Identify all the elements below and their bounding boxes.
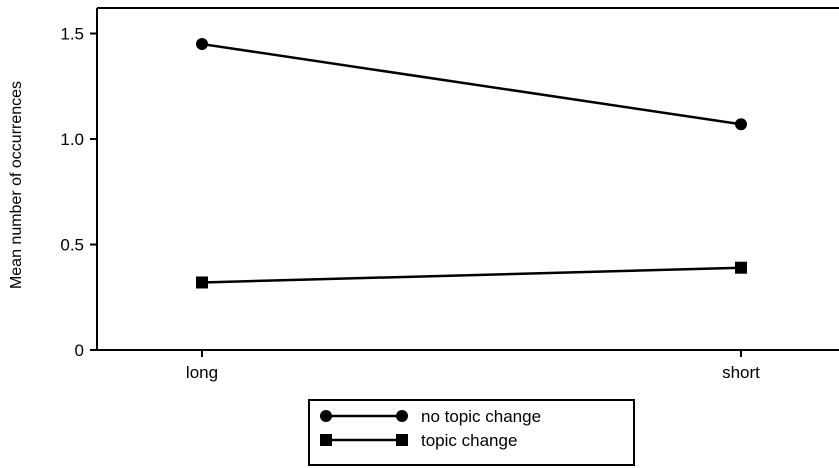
x-tick-label: long — [186, 363, 218, 382]
y-tick-label: 0.5 — [60, 236, 84, 255]
legend-box — [308, 399, 635, 466]
data-point-square — [735, 261, 747, 274]
y-tick-label: 0 — [75, 341, 84, 360]
data-point-circle — [735, 118, 747, 131]
x-axis-ticks: long short — [186, 350, 760, 382]
x-tick-label: short — [722, 363, 760, 382]
data-point-circle — [196, 38, 208, 51]
series-layer — [196, 38, 747, 289]
y-tick-label: 1.5 — [60, 25, 84, 44]
y-axis-ticks: 0 0.5 1.0 1.5 — [60, 25, 97, 360]
legend-label: topic change — [421, 431, 517, 450]
legend-marker-circle — [396, 410, 408, 422]
y-tick-label: 1.0 — [60, 130, 84, 149]
legend-marker-circle — [320, 410, 332, 422]
legend-marker-square — [320, 434, 332, 446]
series-line-1 — [201, 266, 742, 284]
legend: no topic change topic change — [308, 399, 635, 466]
legend-marker-square — [396, 434, 408, 446]
y-axis-label: Mean number of occurrences — [8, 81, 25, 289]
data-point-square — [196, 276, 208, 289]
series-line-0 — [201, 42, 742, 126]
plot-area — [96, 7, 839, 351]
legend-label: no topic change — [421, 407, 541, 426]
